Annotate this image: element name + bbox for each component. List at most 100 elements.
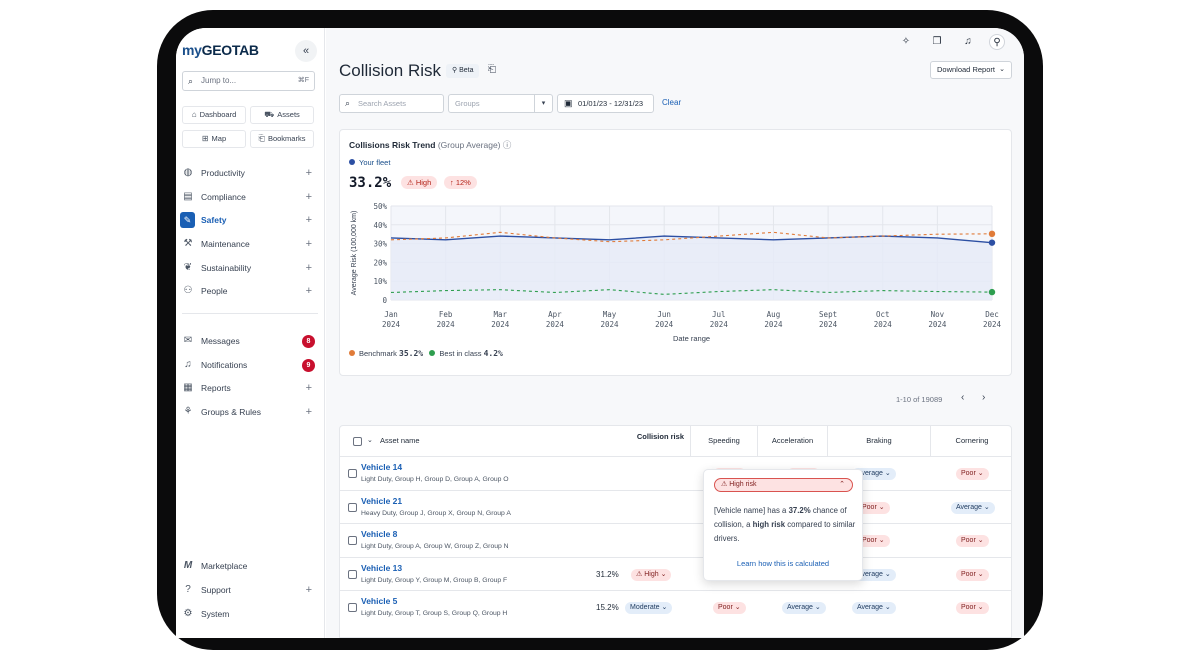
row-checkbox[interactable] [348,603,357,612]
row-checkbox[interactable] [348,570,357,579]
vehicle-name-link[interactable]: Vehicle 5 [361,596,397,606]
bookmarks-button[interactable]: ⎗Bookmarks [250,130,314,148]
speeding-rating-pill[interactable]: Poor ⌄ [713,602,746,614]
map-button[interactable]: ⊞Map [182,130,246,148]
next-page-button[interactable]: › [982,392,985,403]
expand-icon[interactable]: + [306,282,312,300]
jump-to-placeholder: Jump to... [201,76,236,85]
leaf-icon: ❦ [182,259,194,277]
collision-risk-pill[interactable]: ⚠ High ⌄ [631,569,671,581]
bell-icon[interactable]: ♫ [960,34,976,50]
acceleration-rating-pill[interactable]: Average ⌄ [782,602,826,614]
search-assets-input[interactable]: ⌕ Search Assets [339,94,444,113]
sidebar-item-system[interactable]: ⚙System [182,605,318,623]
braking-rating-pill[interactable]: Average ⌄ [852,602,896,614]
x-tick-label: Feb [439,310,453,319]
chevron-down-icon: ⌄ [883,470,891,477]
collapse-sidebar-button[interactable]: « [295,40,317,62]
vehicle-name-link[interactable]: Vehicle 8 [361,529,397,539]
x-tick-label: Jun [657,310,671,319]
sidebar-item-groups-rules[interactable]: ⚘Groups & Rules+ [182,403,318,421]
assets-button[interactable]: ⛟Assets [250,106,314,124]
vehicle-name-link[interactable]: Vehicle 13 [361,563,402,573]
chevron-down-icon: ⌄ [883,571,891,578]
expand-icon[interactable]: + [306,164,312,182]
groups-select[interactable]: Groups ▾ [448,94,553,113]
marketplace-icon: M [182,557,194,575]
header-cornering[interactable]: Cornering [930,426,1012,456]
chevron-down-icon: ⌄ [976,604,984,611]
app-logo[interactable]: myGEOTAB [182,42,259,58]
learn-more-link[interactable]: Learn how this is calculated [704,559,862,568]
chevron-down-icon[interactable]: ⌄ [367,436,373,444]
chevron-down-icon: ⌄ [660,604,668,611]
high-risk-dropdown[interactable]: ⚠ High risk⌃ [714,478,853,492]
collision-risk-pill[interactable]: Moderate ⌄ [625,602,672,614]
vehicle-name-link[interactable]: Vehicle 14 [361,462,402,472]
x-tick-year: 2024 [983,320,1002,329]
cornering-rating-pill[interactable]: Poor ⌄ [956,535,989,547]
x-tick-year: 2024 [382,320,401,329]
sidebar-item-safety[interactable]: ✎Safety+ [182,211,318,229]
cornering-rating-pill[interactable]: Poor ⌄ [956,602,989,614]
vehicle-groups: Light Duty, Group T, Group S, Group Q, G… [361,610,507,617]
row-checkbox[interactable] [348,503,357,512]
sidebar-item-support[interactable]: ?Support+ [182,581,318,599]
cornering-rating-pill[interactable]: Poor ⌄ [956,569,989,581]
sidebar-item-sustainability[interactable]: ❦Sustainability+ [182,259,318,277]
chevron-down-icon: ⌄ [999,62,1005,78]
user-icon[interactable]: ⚲ [989,34,1005,50]
x-axis-label: Date range [673,334,710,343]
header-asset-name[interactable]: Asset name [380,426,520,456]
dashboard-button[interactable]: ⌂Dashboard [182,106,246,124]
bookmark-icon[interactable]: ⎗ [488,64,496,75]
popover-description: [Vehicle name] has a 37.2% chance of col… [714,504,856,546]
download-report-button[interactable]: Download Report⌄ [930,61,1012,79]
people-icon: ⚇ [182,282,194,300]
table-row[interactable]: Vehicle 5 Light Duty, Group T, Group S, G… [340,590,1012,623]
sidebar-item-reports[interactable]: ▦Reports+ [182,379,318,397]
row-checkbox[interactable] [348,469,357,478]
best-in-class-dot [429,350,435,356]
prev-page-button[interactable]: ‹ [961,392,964,403]
sidebar-item-people[interactable]: ⚇People+ [182,282,318,300]
sidebar-item-maintenance[interactable]: ⚒Maintenance+ [182,235,318,253]
header-braking[interactable]: Braking [827,426,930,456]
expand-icon[interactable]: + [306,379,312,397]
jump-to-input[interactable]: ⌕ Jump to... ⌘F [182,71,315,91]
vehicle-name-link[interactable]: Vehicle 21 [361,496,402,506]
expand-icon[interactable]: + [306,211,312,229]
expand-icon[interactable]: + [306,188,312,206]
header-speeding[interactable]: Speeding [690,426,757,456]
row-checkbox[interactable] [348,536,357,545]
y-tick-label: 10% [373,277,387,286]
header-collision-risk[interactable]: Collision risk [555,426,690,456]
x-tick-year: 2024 [601,320,620,329]
sidebar-item-compliance[interactable]: ▤Compliance+ [182,188,318,206]
header-acceleration[interactable]: Acceleration [757,426,827,456]
sparkle-icon[interactable]: ✧ [898,34,914,50]
x-tick-label: Jan [384,310,398,319]
expand-icon[interactable]: + [306,235,312,253]
clear-filters-link[interactable]: Clear [662,98,681,107]
date-range-picker[interactable]: ▣ 01/01/23 - 12/31/23 [557,94,654,113]
select-all-checkbox[interactable] [353,437,362,446]
window-icon[interactable]: ❐ [929,34,945,50]
cornering-rating-pill[interactable]: Poor ⌄ [956,468,989,480]
main-content: ✧ ❐ ♫ ⚲ Collision Risk ⚲ Beta ⎗ Download… [326,28,1024,638]
expand-icon[interactable]: + [306,581,312,599]
cornering-rating-pill[interactable]: Average ⌄ [951,502,995,514]
x-tick-year: 2024 [546,320,565,329]
expand-icon[interactable]: + [306,403,312,421]
sidebar-item-productivity[interactable]: ◍Productivity+ [182,164,318,182]
wrench-icon: ⚒ [182,235,194,253]
y-axis-label: Average Risk (100,000 km) [351,211,358,296]
expand-icon[interactable]: + [306,259,312,277]
